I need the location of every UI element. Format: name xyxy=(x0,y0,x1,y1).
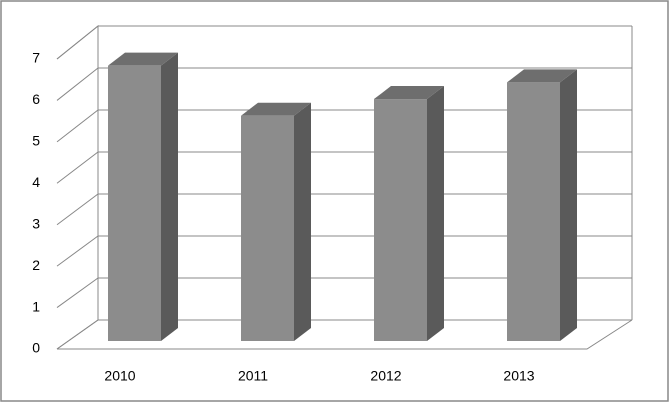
bar xyxy=(241,115,294,341)
bar-top xyxy=(507,69,577,83)
bar xyxy=(507,82,560,341)
y-tick-label: 0 xyxy=(32,340,40,356)
y-tick-label: 5 xyxy=(32,133,40,149)
grid-line xyxy=(56,235,632,267)
y-tick-label: 7 xyxy=(32,50,40,66)
bar-side xyxy=(560,69,577,341)
bar xyxy=(108,65,161,341)
bar-top xyxy=(374,86,444,100)
bar-top xyxy=(108,52,178,66)
grid-line xyxy=(56,25,632,60)
x-tick-label: 2011 xyxy=(238,368,268,384)
y-tick-label: 2 xyxy=(32,257,40,273)
grid-line xyxy=(56,193,632,226)
grid-line xyxy=(56,277,632,308)
grid-line xyxy=(56,319,632,350)
y-tick-label: 3 xyxy=(32,215,40,231)
x-tick-label: 2012 xyxy=(370,368,401,384)
floor xyxy=(57,319,633,350)
y-tick-label: 6 xyxy=(32,91,40,107)
x-tick-label: 2013 xyxy=(503,368,534,384)
bar xyxy=(374,99,427,341)
bar-side xyxy=(294,102,311,341)
bar-side xyxy=(427,86,444,341)
grid-line xyxy=(56,67,632,101)
bar-top xyxy=(241,102,311,116)
y-tick-label: 4 xyxy=(32,174,40,190)
x-tick-label: 2010 xyxy=(104,368,135,384)
grid-line xyxy=(56,151,632,184)
bar-side xyxy=(161,52,178,341)
y-tick-label: 1 xyxy=(32,298,40,314)
grid-line xyxy=(56,109,632,143)
